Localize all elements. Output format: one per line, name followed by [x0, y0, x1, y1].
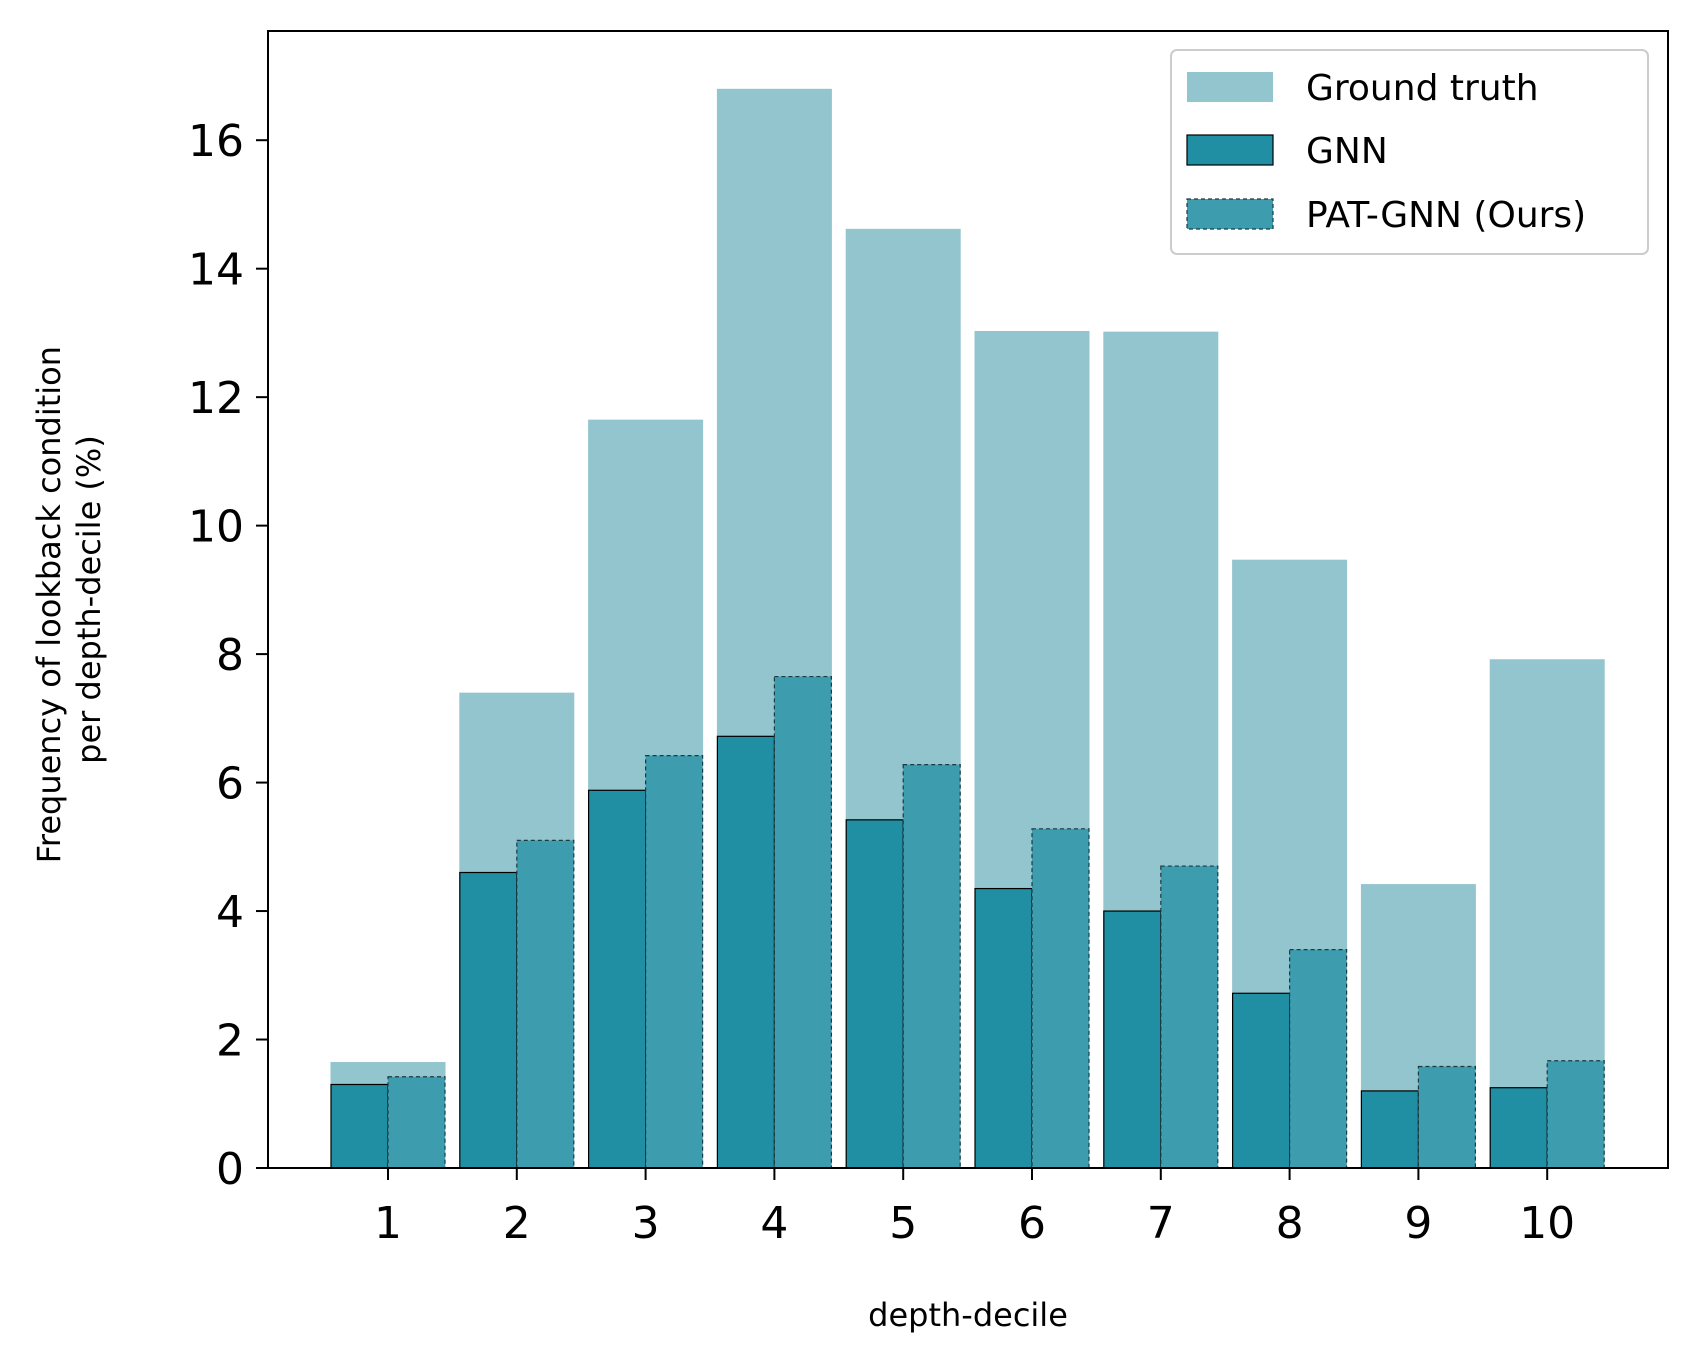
- pat-gnn-bar: [902, 763, 961, 1169]
- x-axis-label: depth-decile: [868, 1296, 1068, 1334]
- y-tick-label: 6: [216, 759, 244, 810]
- pat-gnn-bar: [773, 675, 833, 1169]
- pat-gnn-bar: [387, 1076, 446, 1169]
- x-tick-label: 1: [374, 1198, 402, 1249]
- x-axis-ticks: 1 2 3 4 5 6 7 8 9 10: [374, 1168, 1575, 1249]
- gnn-bar: [459, 871, 518, 1169]
- y-tick-label: 12: [188, 373, 244, 424]
- plot-frame: [267, 30, 1669, 1169]
- x-tick-label: 5: [889, 1198, 917, 1249]
- gnn-bar: [587, 789, 647, 1169]
- x-tick-label: 10: [1519, 1198, 1575, 1249]
- x-tick-label: 7: [1147, 1198, 1175, 1249]
- pat-gnn-bar: [1546, 1060, 1605, 1169]
- legend-swatch: [1187, 72, 1273, 102]
- pat-gnn-bar: [1031, 828, 1090, 1169]
- x-tick-label: 9: [1404, 1198, 1432, 1249]
- gnn-bar: [1360, 1090, 1420, 1169]
- gnn-bars: [330, 735, 1548, 1169]
- y-tick-label: 10: [188, 502, 244, 553]
- pat-gnn-bars: [387, 675, 1605, 1169]
- x-tick-label: 3: [632, 1198, 660, 1249]
- pat-gnn-bar: [644, 754, 704, 1169]
- legend-label: PAT-GNN (Ours): [1306, 195, 1586, 236]
- y-tick-label: 8: [216, 630, 244, 681]
- legend-label: Ground truth: [1306, 68, 1539, 109]
- legend-box: [1170, 49, 1649, 255]
- pat-gnn-bar: [1288, 948, 1348, 1169]
- y-axis-label-line-1: Frequency of lookback condition: [30, 346, 68, 863]
- pat-gnn-bar: [516, 839, 575, 1169]
- legend-label: GNN: [1306, 131, 1388, 172]
- x-tick-label: 4: [760, 1198, 788, 1249]
- gnn-bar: [1103, 910, 1162, 1169]
- y-axis-ticks: 0 2 4 6 8 10 12 14 16: [188, 116, 268, 1195]
- gnn-bar: [845, 819, 904, 1169]
- gnn-bar: [1489, 1087, 1548, 1169]
- gnn-bar: [330, 1083, 389, 1169]
- legend-swatch: [1186, 198, 1274, 230]
- gnn-bar: [1231, 992, 1291, 1169]
- legend: Ground truth GNN PAT-GNN (Ours): [1170, 49, 1649, 255]
- gnn-bar: [716, 735, 776, 1169]
- pat-gnn-bar: [1160, 865, 1219, 1169]
- y-tick-label: 2: [216, 1016, 244, 1067]
- x-tick-label: 8: [1276, 1198, 1304, 1249]
- y-tick-label: 4: [216, 887, 244, 938]
- y-axis-label-line-2: per depth-decile (%): [70, 435, 108, 764]
- pat-gnn-bar: [1417, 1065, 1477, 1169]
- gnn-bar: [974, 887, 1033, 1169]
- y-tick-label: 16: [188, 116, 244, 167]
- y-axis-label: Frequency of lookback condition per dept…: [30, 336, 108, 863]
- y-tick-label: 0: [216, 1144, 244, 1195]
- x-tick-label: 2: [503, 1198, 531, 1249]
- legend-swatch: [1186, 134, 1274, 166]
- y-tick-label: 14: [188, 245, 244, 296]
- x-tick-label: 6: [1018, 1198, 1046, 1249]
